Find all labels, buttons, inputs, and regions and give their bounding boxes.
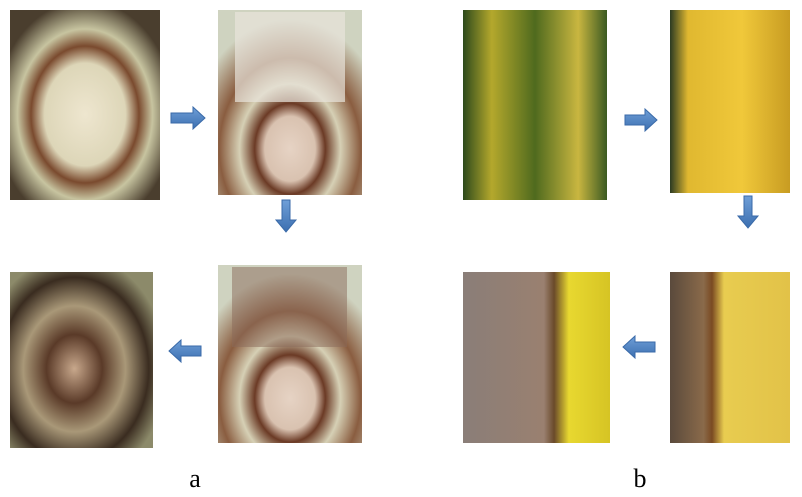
arrow-down <box>276 200 296 232</box>
panel-label: b <box>634 464 647 493</box>
photo-leaf-1 <box>463 10 607 200</box>
arrow-left <box>623 336 655 358</box>
photo-leaf-4 <box>670 272 790 443</box>
photo-stem-1 <box>10 10 160 200</box>
arrow-right <box>625 109 657 131</box>
arrow-down <box>738 196 758 228</box>
figure: a b <box>0 0 802 497</box>
arrow-right <box>171 107 205 129</box>
arrow-left <box>169 340 201 362</box>
photo-detail <box>232 267 347 347</box>
photo-stem-3 <box>10 272 153 448</box>
photo-leaf-2 <box>670 10 790 193</box>
photo-detail <box>235 12 345 102</box>
panel-label: a <box>189 464 201 493</box>
photo-leaf-3 <box>463 272 610 443</box>
